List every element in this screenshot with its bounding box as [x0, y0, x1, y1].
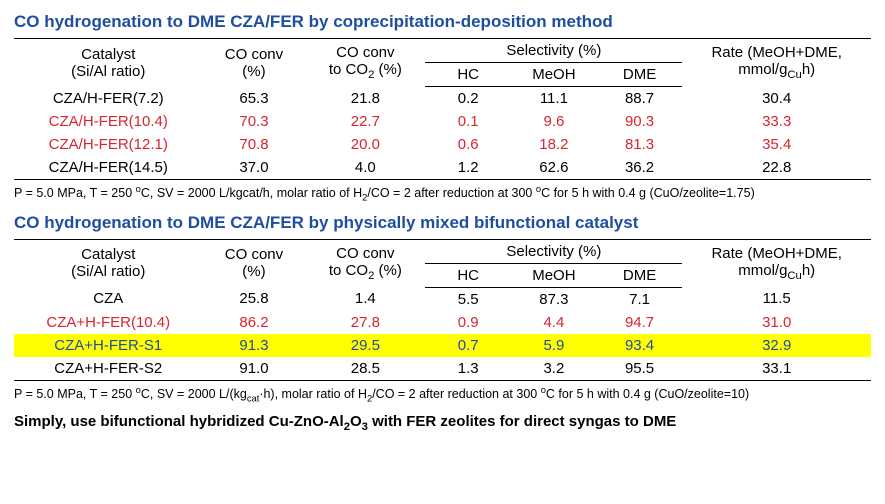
- cell-co2: 1.4: [305, 287, 425, 311]
- table-row: CZA/H-FER(7.2)65.321.80.211.188.730.4: [14, 87, 871, 111]
- table-row: CZA/H-FER(12.1)70.820.00.618.281.335.4: [14, 133, 871, 156]
- cell-catalyst: CZA+H-FER-S2: [14, 357, 203, 381]
- cell-co: 65.3: [203, 87, 306, 111]
- cell-dme: 7.1: [597, 287, 683, 311]
- cell-dme: 94.7: [597, 311, 683, 334]
- cell-rate: 33.3: [682, 110, 871, 133]
- cell-hc: 0.1: [425, 110, 511, 133]
- cell-co2: 27.8: [305, 311, 425, 334]
- cell-co2: 29.5: [305, 334, 425, 357]
- col-selectivity: Selectivity (%): [425, 39, 682, 63]
- cell-hc: 0.7: [425, 334, 511, 357]
- cell-dme: 95.5: [597, 357, 683, 381]
- cell-co2: 20.0: [305, 133, 425, 156]
- col-selectivity: Selectivity (%): [425, 239, 682, 263]
- cell-co2: 28.5: [305, 357, 425, 381]
- cell-rate: 30.4: [682, 87, 871, 111]
- col-dme: DME: [597, 263, 683, 287]
- cell-rate: 31.0: [682, 311, 871, 334]
- cell-meoh: 3.2: [511, 357, 597, 381]
- table-row: CZA/H-FER(14.5)37.04.01.262.636.222.8: [14, 156, 871, 180]
- section1-title: CO hydrogenation to DME CZA/FER by copre…: [14, 12, 871, 32]
- cell-catalyst: CZA/H-FER(7.2): [14, 87, 203, 111]
- cell-co2: 21.8: [305, 87, 425, 111]
- cell-dme: 93.4: [597, 334, 683, 357]
- cell-co: 70.3: [203, 110, 306, 133]
- cell-meoh: 5.9: [511, 334, 597, 357]
- cell-co: 91.0: [203, 357, 306, 381]
- cell-co: 25.8: [203, 287, 306, 311]
- table1-footnote: P = 5.0 MPa, T = 250 oC, SV = 2000 L/kgc…: [14, 184, 871, 203]
- cell-hc: 0.9: [425, 311, 511, 334]
- section2-title: CO hydrogenation to DME CZA/FER by physi…: [14, 213, 871, 233]
- cell-co: 86.2: [203, 311, 306, 334]
- cell-catalyst: CZA+H-FER-S1: [14, 334, 203, 357]
- cell-dme: 36.2: [597, 156, 683, 180]
- cell-dme: 81.3: [597, 133, 683, 156]
- col-meoh: MeOH: [511, 63, 597, 87]
- col-co-conv: CO conv(%): [203, 239, 306, 287]
- cell-rate: 35.4: [682, 133, 871, 156]
- cell-rate: 11.5: [682, 287, 871, 311]
- table-row: CZA/H-FER(10.4)70.322.70.19.690.333.3: [14, 110, 871, 133]
- col-hc: HC: [425, 63, 511, 87]
- cell-rate: 32.9: [682, 334, 871, 357]
- col-rate: Rate (MeOH+DME,mmol/gCuh): [682, 39, 871, 87]
- cell-dme: 90.3: [597, 110, 683, 133]
- cell-co: 37.0: [203, 156, 306, 180]
- cell-co2: 22.7: [305, 110, 425, 133]
- cell-meoh: 87.3: [511, 287, 597, 311]
- col-dme: DME: [597, 63, 683, 87]
- col-meoh: MeOH: [511, 263, 597, 287]
- cell-co: 91.3: [203, 334, 306, 357]
- table-row: CZA+H-FER(10.4)86.227.80.94.494.731.0: [14, 311, 871, 334]
- col-co-conv-co2: CO convto CO2 (%): [305, 239, 425, 287]
- cell-co: 70.8: [203, 133, 306, 156]
- col-hc: HC: [425, 263, 511, 287]
- cell-dme: 88.7: [597, 87, 683, 111]
- cell-catalyst: CZA/H-FER(12.1): [14, 133, 203, 156]
- table-row: CZA+H-FER-S291.028.51.33.295.533.1: [14, 357, 871, 381]
- cell-hc: 1.3: [425, 357, 511, 381]
- cell-meoh: 18.2: [511, 133, 597, 156]
- cell-hc: 0.2: [425, 87, 511, 111]
- cell-meoh: 4.4: [511, 311, 597, 334]
- col-co-conv-co2: CO convto CO2 (%): [305, 39, 425, 87]
- cell-catalyst: CZA: [14, 287, 203, 311]
- cell-catalyst: CZA/H-FER(10.4): [14, 110, 203, 133]
- cell-meoh: 62.6: [511, 156, 597, 180]
- col-co-conv: CO conv(%): [203, 39, 306, 87]
- cell-rate: 22.8: [682, 156, 871, 180]
- cell-catalyst: CZA/H-FER(14.5): [14, 156, 203, 180]
- conclusion-text: Simply, use bifunctional hybridized Cu-Z…: [14, 413, 871, 433]
- cell-hc: 1.2: [425, 156, 511, 180]
- col-rate: Rate (MeOH+DME,mmol/gCuh): [682, 239, 871, 287]
- table-row: CZA+H-FER-S191.329.50.75.993.432.9: [14, 334, 871, 357]
- col-catalyst: Catalyst(Si/Al ratio): [14, 39, 203, 87]
- table1: Catalyst(Si/Al ratio) CO conv(%) CO conv…: [14, 38, 871, 180]
- cell-catalyst: CZA+H-FER(10.4): [14, 311, 203, 334]
- cell-hc: 0.6: [425, 133, 511, 156]
- cell-rate: 33.1: [682, 357, 871, 381]
- col-catalyst: Catalyst(Si/Al ratio): [14, 239, 203, 287]
- cell-meoh: 9.6: [511, 110, 597, 133]
- table2-footnote: P = 5.0 MPa, T = 250 oC, SV = 2000 L/(kg…: [14, 385, 871, 404]
- table2: Catalyst(Si/Al ratio) CO conv(%) CO conv…: [14, 239, 871, 381]
- table-row: CZA25.81.45.587.37.111.5: [14, 287, 871, 311]
- cell-co2: 4.0: [305, 156, 425, 180]
- cell-hc: 5.5: [425, 287, 511, 311]
- cell-meoh: 11.1: [511, 87, 597, 111]
